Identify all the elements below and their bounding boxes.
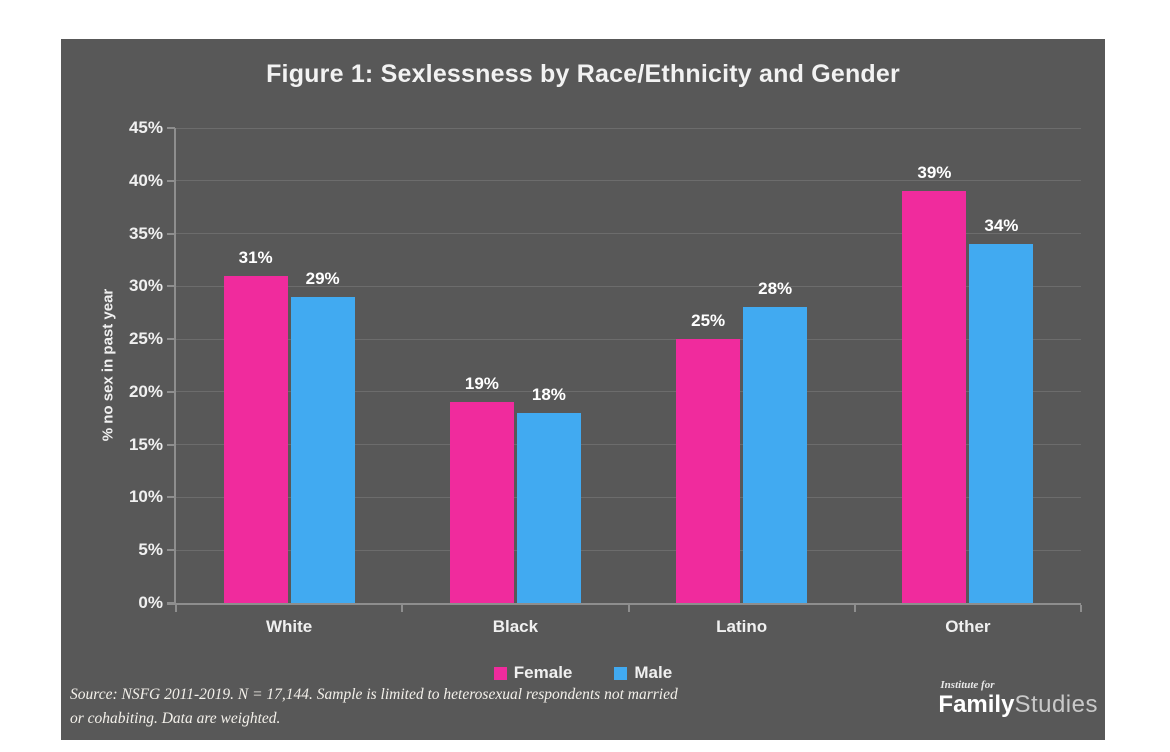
- y-tick-label-45: 45%: [128, 118, 163, 137]
- x-tick-2: [627, 605, 630, 612]
- bar-white-female: [223, 275, 288, 603]
- y-axis-title: % no sex in past year: [99, 288, 117, 442]
- gridline-25: [176, 338, 1081, 340]
- value-label-white-female: 31%: [238, 247, 273, 267]
- logo-institute-for: Institute for: [940, 679, 995, 691]
- category-label-black: Black: [492, 617, 539, 636]
- bar-latino-female: [676, 339, 741, 603]
- bar-other-male: [969, 244, 1034, 603]
- legend-label-male: Male: [634, 663, 673, 682]
- gridline-45: [176, 127, 1081, 129]
- bar-other-female: [902, 191, 967, 603]
- y-tick-label-0: 0%: [138, 593, 163, 612]
- gridline-5: [176, 549, 1081, 551]
- x-tick-3: [853, 605, 856, 612]
- source-note: Source: NSFG 2011-2019. N = 17,144. Samp…: [70, 683, 678, 731]
- gridline-30: [176, 285, 1081, 287]
- y-tick-label-20: 20%: [128, 381, 163, 401]
- y-tick-label-40: 40%: [128, 170, 163, 190]
- legend-label-female: Female: [513, 663, 573, 682]
- legend: Female Male: [61, 663, 1105, 683]
- value-label-other-male: 34%: [984, 216, 1019, 236]
- gridline-40: [176, 180, 1081, 182]
- legend-item-male: Male: [614, 663, 672, 683]
- gridline-35: [176, 233, 1081, 235]
- logo-family-studies: FamilyStudies: [938, 692, 1098, 718]
- value-label-latino-female: 25%: [691, 311, 726, 331]
- value-label-black-male: 18%: [531, 385, 566, 404]
- legend-swatch-male: [614, 666, 628, 680]
- y-tick-45: [167, 127, 175, 129]
- ifs-logo: Institute for FamilyStudies: [938, 679, 1098, 718]
- category-label-white: White: [265, 617, 313, 636]
- gridline-15: [176, 444, 1081, 446]
- y-tick-25: [167, 338, 175, 341]
- y-tick-40: [167, 179, 175, 182]
- y-tick-label-10: 10%: [128, 487, 163, 507]
- value-label-white-male: 29%: [305, 268, 340, 288]
- plot-area: 31% 29% 19% 18% 25% 28% 39% 34%: [167, 127, 1082, 612]
- y-tick-label-30: 30%: [128, 276, 163, 296]
- y-tick-label-5: 5%: [138, 540, 163, 560]
- y-tick-label-15: 15%: [128, 434, 163, 454]
- y-axis-line: [174, 128, 176, 603]
- value-label-other-female: 39%: [917, 163, 952, 183]
- y-tick-label-35: 35%: [128, 223, 163, 243]
- source-line-1: Source: NSFG 2011-2019. N = 17,144. Samp…: [70, 686, 678, 703]
- bar-black-female: [449, 402, 514, 603]
- bar-black-male: [516, 413, 581, 603]
- gridline-10: [176, 496, 1081, 498]
- logo-studies: Studies: [1014, 691, 1098, 718]
- gridline-20: [176, 391, 1081, 393]
- value-label-latino-male: 28%: [758, 279, 793, 299]
- y-tick-30: [167, 285, 175, 288]
- category-label-other: Other: [945, 617, 991, 636]
- y-tick-5: [167, 549, 175, 552]
- value-label-black-female: 19%: [464, 374, 499, 394]
- y-tick-0: [167, 602, 175, 604]
- x-tick-0: [175, 605, 177, 612]
- x-axis-line: [167, 603, 1081, 605]
- legend-item-female: Female: [493, 663, 573, 683]
- chart-title: Figure 1: Sexlessness by Race/Ethnicity …: [266, 60, 900, 88]
- y-tick-35: [167, 232, 175, 235]
- x-tick-1: [401, 605, 404, 612]
- source-line-2: or cohabiting. Data are weighted.: [70, 710, 281, 727]
- legend-swatch-female: [493, 666, 507, 680]
- category-label-latino: Latino: [716, 617, 768, 636]
- x-tick-4: [1080, 605, 1082, 612]
- chart-canvas: Figure 1: Sexlessness by Race/Ethnicity …: [61, 39, 1105, 740]
- y-tick-label-25: 25%: [128, 329, 163, 349]
- y-tick-10: [167, 496, 175, 499]
- bar-latino-male: [743, 307, 808, 603]
- y-tick-20: [167, 390, 175, 393]
- y-tick-15: [167, 443, 175, 446]
- logo-family: Family: [938, 691, 1015, 718]
- bar-white-male: [290, 296, 355, 603]
